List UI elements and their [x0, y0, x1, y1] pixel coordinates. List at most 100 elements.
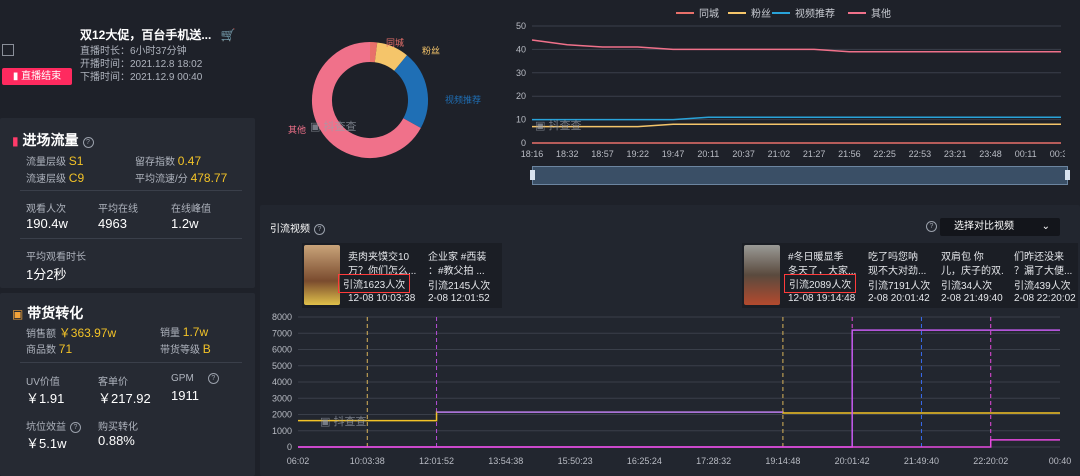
- slider-handle-right[interactable]: [1065, 170, 1070, 180]
- lead-videos-header: 引流视频: [270, 224, 310, 235]
- x-tick-label: 20:11: [697, 149, 719, 159]
- products-count: 71: [58, 342, 73, 356]
- x-tick-label: 19:47: [662, 149, 685, 159]
- stream-cover-broken-image: [2, 44, 14, 56]
- stream-start: 2021.12.8 18:02: [130, 59, 203, 70]
- x-tick-label: 15:50:23: [558, 456, 593, 466]
- cart-icon: 🛒: [220, 28, 236, 42]
- bag-icon: ▣: [12, 307, 24, 321]
- traffic-source-donut: 同城 粉丝 视频推荐 其他 ▣ 抖查查: [288, 38, 481, 158]
- help-icon[interactable]: ?: [926, 221, 937, 232]
- y-tick-label: 4000: [272, 377, 292, 387]
- y-tick-label: 7000: [272, 328, 292, 338]
- legend-fensi[interactable]: 粉丝: [728, 5, 771, 20]
- series-line: [298, 329, 1060, 448]
- avg-speed: 478.77: [190, 171, 228, 185]
- video-thumbnail[interactable]: [744, 245, 780, 305]
- help-icon[interactable]: ?: [207, 373, 219, 384]
- sales-header: 带货转化: [27, 305, 84, 321]
- legend-video[interactable]: 视频推荐: [772, 5, 835, 20]
- x-tick-label: 19:14:48: [765, 456, 800, 466]
- x-tick-label: 23:21: [944, 149, 967, 159]
- donut-watermark: ▣ 抖查查: [310, 119, 356, 133]
- x-tick-label: 17:28:32: [696, 456, 731, 466]
- donut-label-tongcheng: 同城: [386, 38, 404, 48]
- x-tick-label: 21:27: [803, 149, 826, 159]
- donut-label-fensi: 粉丝: [422, 45, 440, 56]
- gpm-value: 1911: [171, 388, 199, 403]
- chart-bar-icon: ▮: [12, 134, 19, 148]
- donut-slice: [312, 42, 421, 158]
- x-tick-label: 18:57: [591, 149, 614, 159]
- help-icon[interactable]: ?: [82, 137, 94, 148]
- stream-duration: 6小时37分钟: [130, 46, 187, 57]
- x-tick-label: 00:11: [1015, 149, 1037, 159]
- x-tick-label: 06:02: [287, 456, 310, 466]
- avg-online-value: 4963: [98, 216, 127, 231]
- time-range-slider[interactable]: [530, 166, 1070, 185]
- y-tick-label: 10: [516, 115, 526, 125]
- viewers-value: 190.4w: [26, 216, 68, 231]
- stream-title[interactable]: 双12大促，百台手机送... 🛒: [80, 28, 236, 42]
- bars-icon: ▮: [12, 71, 19, 82]
- x-tick-label: 18:32: [556, 149, 579, 159]
- donut-slice: [374, 42, 407, 72]
- y-tick-label: 20: [516, 91, 526, 101]
- price-value: ￥217.92: [98, 391, 151, 406]
- traffic-header: 进场流量: [22, 132, 79, 148]
- sales-grade: B: [202, 342, 211, 356]
- series-line: [532, 116, 1061, 121]
- sales-volume: 1.7w: [182, 325, 209, 339]
- x-tick-label: 20:01:42: [835, 456, 870, 466]
- x-tick-label: 22:20:02: [973, 456, 1008, 466]
- stream-end: 2021.12.9 00:40: [130, 72, 203, 83]
- x-tick-label: 22:53: [909, 149, 932, 159]
- donut-slice: [393, 55, 428, 128]
- y-tick-label: 3000: [272, 393, 292, 403]
- compare-video-select[interactable]: 选择对比视频 ⌄: [940, 218, 1060, 236]
- chart-watermark: ▣ 抖查查: [535, 118, 581, 132]
- x-tick-label: 20:37: [732, 149, 755, 159]
- x-tick-label: 19:22: [627, 149, 650, 159]
- stream-ended-badge: ▮ 直播结束: [2, 68, 72, 85]
- legend-tongcheng[interactable]: 同城: [676, 5, 719, 20]
- donut-label-other: 其他: [288, 124, 306, 135]
- series-line: [298, 411, 1060, 422]
- x-tick-label: 22:25: [873, 149, 896, 159]
- y-tick-label: 1000: [272, 426, 292, 436]
- chart-watermark: ▣ 抖查查: [320, 414, 366, 428]
- peak-value: 1.2w: [171, 216, 199, 231]
- help-icon[interactable]: ?: [70, 422, 81, 433]
- sales-amount: ￥363.97w: [58, 326, 117, 340]
- donut-label-video: 视频推荐: [445, 94, 481, 105]
- speed-level: C9: [68, 171, 85, 185]
- video-thumbnail[interactable]: [304, 245, 340, 305]
- x-tick-label: 12:01:52: [419, 456, 454, 466]
- video-flow: 引流1623人次: [338, 274, 411, 293]
- slider-handle-left[interactable]: [530, 170, 535, 180]
- y-tick-label: 2000: [272, 410, 292, 420]
- help-icon[interactable]: ?: [314, 224, 325, 235]
- series-line: [531, 39, 1061, 53]
- x-tick-label: 00:40: [1049, 456, 1072, 466]
- x-tick-label: 10:03:38: [350, 456, 385, 466]
- legend-other[interactable]: 其他: [848, 5, 891, 20]
- series-line: [532, 123, 1061, 128]
- top-line-chart: 0 10 20 30 40 50 18:16 18:32 18:57 19:22 19:47 20:1…: [516, 21, 1065, 159]
- video-flow: 引流2089人次: [784, 274, 857, 293]
- y-tick-label: 30: [516, 68, 526, 78]
- pit-value: ￥5.1w: [26, 436, 67, 451]
- buy-value: 0.88%: [98, 433, 135, 448]
- x-tick-label: 21:02: [768, 149, 791, 159]
- traffic-level: S1: [68, 154, 84, 168]
- chevron-down-icon: ⌄: [1041, 221, 1050, 232]
- avg-watch-value: 1分2秒: [26, 267, 67, 282]
- y-tick-label: 8000: [272, 312, 292, 322]
- video-card[interactable]: [742, 243, 1078, 308]
- x-tick-label: 21:56: [838, 149, 861, 159]
- sales-panel: ▣ 带货转化 销售额 ￥363.97w 销量 1.7w 商品数 71 带货等级 …: [0, 293, 255, 476]
- traffic-panel: ▮ 进场流量? 流量层级 S1 留存指数 0.47 流速层级 C9 平均流速/分…: [0, 118, 255, 288]
- y-tick-label: 0: [521, 138, 526, 148]
- y-tick-label: 40: [516, 44, 526, 54]
- x-tick-label: 23:48: [979, 149, 1002, 159]
